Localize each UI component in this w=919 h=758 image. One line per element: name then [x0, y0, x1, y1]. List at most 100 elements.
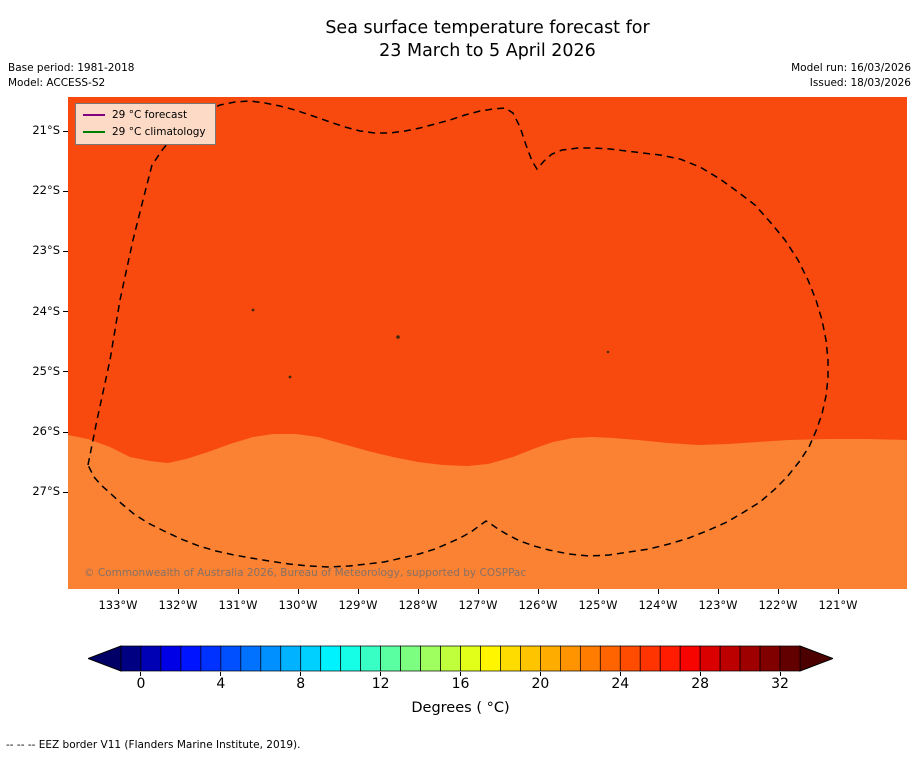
colorbar-cell — [440, 645, 461, 672]
colorbar-tick-mark — [460, 672, 461, 676]
x-tick-mark — [717, 589, 719, 594]
x-tick-label: 129°W — [338, 598, 378, 612]
x-tick-label: 126°W — [518, 598, 558, 612]
colorbar-tick-mark — [779, 672, 781, 676]
colorbar-cell — [779, 645, 801, 672]
colorbar-cell — [579, 645, 601, 672]
sst-field-band — [68, 434, 907, 589]
colorbar-tick-label: 8 — [296, 676, 306, 692]
y-tick-mark — [63, 130, 68, 132]
x-tick-mark — [297, 589, 299, 594]
colorbar-cell — [140, 645, 162, 672]
colorbar-tick-mark — [619, 672, 621, 676]
colorbar-cell — [699, 645, 721, 672]
y-tick-label: 25°S — [32, 363, 60, 378]
x-tick-mark — [657, 589, 659, 594]
x-tick-mark — [237, 589, 239, 594]
model-label: Model: ACCESS-S2 — [8, 77, 106, 90]
colorbar-cell — [340, 645, 361, 672]
y-tick-label: 24°S — [32, 303, 60, 318]
colorbar-tick-label: 4 — [216, 676, 226, 692]
map-plot: 29 °C forecast 29 °C climatology © Common… — [68, 97, 907, 589]
colorbar-cell — [639, 645, 661, 672]
colorbar-cell — [500, 645, 521, 672]
legend-item: 29 °C climatology — [83, 126, 206, 138]
x-tick-label: 133°W — [98, 598, 138, 612]
eez-footnote: -- -- -- EEZ border V11 (Flanders Marine… — [6, 739, 301, 751]
colorbar-cell — [240, 645, 262, 672]
colorbar-svg — [88, 645, 833, 672]
colorbar-cell — [619, 645, 641, 672]
title-line-2: 23 March to 5 April 2026 — [379, 41, 596, 62]
issued-label: Issued: 18/03/2026 — [809, 77, 911, 90]
colorbar-tick-label: 12 — [371, 676, 390, 692]
legend-line-sample — [83, 114, 105, 116]
colorbar-cell — [540, 645, 561, 672]
x-tick-mark — [177, 589, 179, 594]
colorbar-tick-mark — [380, 672, 382, 676]
colorbar-tick-mark — [140, 672, 142, 676]
x-tick-mark — [837, 589, 839, 594]
colorbar-cell — [420, 645, 441, 672]
y-tick-mark — [63, 311, 68, 313]
island-dot — [606, 350, 610, 354]
x-tick-label: 128°W — [398, 598, 438, 612]
x-tick-mark — [417, 589, 419, 594]
x-tick-label: 130°W — [278, 598, 318, 612]
colorbar-cell — [520, 645, 541, 672]
x-tick-label: 122°W — [758, 598, 798, 612]
colorbar-cell — [260, 645, 282, 672]
map-legend: 29 °C forecast 29 °C climatology — [75, 103, 216, 145]
colorbar-tick-mark — [699, 672, 701, 676]
colorbar-right-arrow — [799, 645, 833, 672]
x-tick-label: 127°W — [458, 598, 498, 612]
x-tick-mark — [357, 589, 359, 594]
x-tick-label: 132°W — [158, 598, 198, 612]
colorbar-cell — [320, 645, 342, 672]
base-period-label: Base period: 1981-2018 — [8, 62, 135, 74]
y-tick-mark — [63, 190, 68, 192]
x-tick-mark — [777, 589, 779, 594]
colorbar-cell — [599, 645, 621, 672]
colorbar-cell — [679, 645, 701, 672]
colorbar-tick-label: 28 — [691, 676, 710, 692]
y-tick-label: 21°S — [32, 123, 60, 137]
colorbar-label: Degrees ( °C) — [411, 700, 510, 716]
x-tick-label: 123°W — [698, 598, 738, 612]
colorbar-tick-label: 24 — [611, 676, 630, 692]
colorbar-cell — [480, 645, 501, 672]
y-tick-label: 22°S — [32, 183, 60, 198]
y-tick-mark — [63, 371, 68, 373]
copyright-note: © Commonwealth of Australia 2026, Bureau… — [84, 567, 527, 579]
colorbar-cell — [380, 645, 401, 672]
colorbar-cell — [759, 645, 781, 672]
legend-item: 29 °C forecast — [83, 109, 206, 121]
y-tick-mark — [63, 431, 68, 433]
colorbar-cell — [160, 645, 182, 672]
sst-map-svg — [68, 97, 907, 589]
colorbar-cell — [739, 645, 761, 672]
colorbar-tick-mark — [300, 672, 302, 676]
legend-label: 29 °C forecast — [112, 109, 188, 121]
colorbar-cell — [120, 645, 142, 672]
eez-border-line — [87, 100, 829, 568]
legend-line-sample — [83, 131, 105, 133]
meta-left: Base period: 1981-2018 Model: ACCESS-S2 — [8, 61, 134, 91]
colorbar-left-arrow — [88, 645, 122, 672]
y-tick-mark — [63, 250, 68, 252]
legend-label: 29 °C climatology — [112, 126, 206, 138]
colorbar-cell — [400, 645, 421, 672]
title-line-1: Sea surface temperature forecast for — [325, 18, 650, 38]
x-tick-mark — [537, 589, 539, 594]
colorbar-cell — [719, 645, 741, 672]
x-tick-mark — [477, 589, 479, 594]
meta-right: Model run: 16/03/2026 Issued: 18/03/2026 — [791, 61, 911, 91]
y-tick-mark — [63, 491, 68, 493]
colorbar-tick-label: 16 — [451, 676, 470, 692]
colorbar-cell — [180, 645, 202, 672]
colorbar-tick-label: 20 — [531, 676, 550, 692]
x-tick-label: 131°W — [218, 598, 258, 612]
x-tick-label: 124°W — [638, 598, 678, 612]
island-dot — [288, 375, 292, 379]
